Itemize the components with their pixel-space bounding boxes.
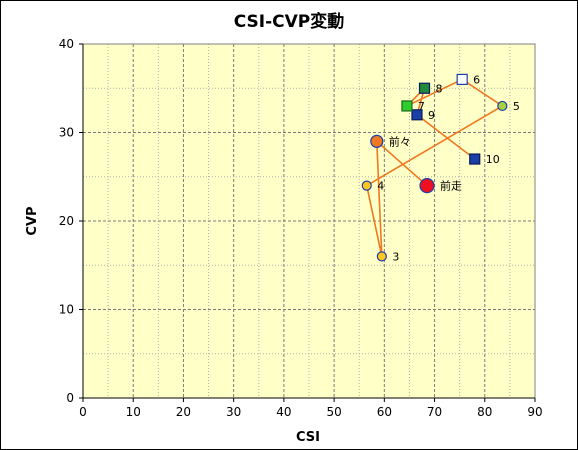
data-point-9 (411, 109, 423, 121)
data-point-10 (469, 153, 481, 165)
x-tick-label: 60 (377, 405, 392, 419)
x-tick-label: 10 (126, 405, 141, 419)
series-polyline (365, 78, 504, 257)
x-tick-label: 80 (477, 405, 492, 419)
gridlines (83, 44, 535, 398)
point-label-前々: 前々 (389, 134, 411, 148)
x-tick-label: 0 (79, 405, 87, 419)
point-label-前走: 前走 (440, 179, 462, 193)
x-tick-label: 30 (226, 405, 241, 419)
point-label-7: 7 (418, 100, 425, 113)
y-axis-label: CVP (25, 206, 40, 235)
y-tick-label: 0 (66, 391, 74, 405)
x-axis-label: CSI (296, 430, 320, 445)
x-tick-label: 90 (527, 405, 542, 419)
x-tick-label: 40 (276, 405, 291, 419)
point-label-3: 3 (392, 250, 399, 263)
point-label-4: 4 (377, 180, 384, 193)
data-point-5 (497, 100, 508, 112)
y-tick-label: 30 (59, 126, 74, 140)
data-point-8 (418, 82, 431, 94)
point-label-9: 9 (428, 109, 435, 122)
point-label-8: 8 (436, 82, 443, 95)
data-point-6 (456, 73, 468, 86)
data-point-前々 (370, 134, 384, 148)
point-label-5: 5 (513, 100, 520, 113)
data-point-3 (376, 251, 387, 262)
y-tick-label: 20 (59, 214, 74, 228)
y-tick-label: 40 (59, 37, 74, 51)
y-tick-label: 10 (59, 303, 74, 317)
point-label-10: 10 (486, 153, 500, 166)
x-tick-label: 50 (326, 405, 341, 419)
chart-title: CSI-CVP変動 (234, 11, 345, 32)
point-label-6: 6 (473, 73, 480, 86)
x-tick-label: 20 (176, 405, 191, 419)
data-point-7 (401, 100, 413, 112)
tick-labels: 0 10 20 30 40 50 60 70 80 90 0 10 20 30 40 (59, 37, 543, 419)
x-tick-label: 70 (427, 405, 442, 419)
data-point-4 (361, 180, 372, 191)
series-points (361, 73, 508, 262)
data-point-前走 (419, 178, 435, 194)
series-line (365, 78, 504, 257)
